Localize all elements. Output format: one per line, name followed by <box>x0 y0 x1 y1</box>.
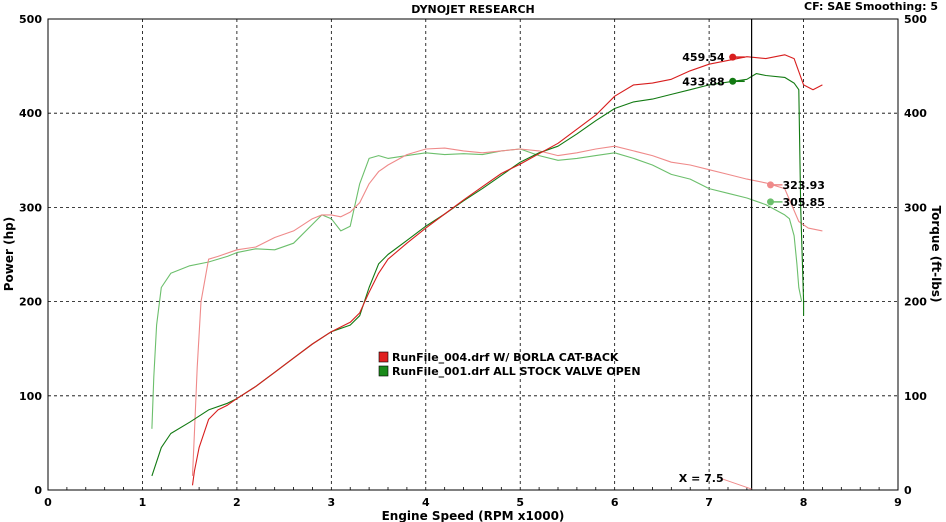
legend-swatch-run004 <box>378 351 389 363</box>
x-axis-label: Engine Speed (RPM x1000) <box>382 509 565 522</box>
series-line-run001_torque <box>151 148 803 429</box>
peak-label-run004_power: 459.54 <box>682 51 725 64</box>
x-tick-label: 5 <box>516 496 524 509</box>
correction-smoothing-label: CF: SAE Smoothing: 5 <box>804 0 938 13</box>
y2-tick-label: 500 <box>904 13 927 26</box>
x-tick-label: 7 <box>705 496 713 509</box>
y-tick-label: 400 <box>19 107 42 120</box>
chart-title: DYNOJET RESEARCH <box>411 3 534 16</box>
y-tick-label: 500 <box>19 13 42 26</box>
peak-markers: 459.54 323.93 433.88 305.85 <box>682 51 825 209</box>
plot-area-border <box>47 18 899 491</box>
peak-marker-run001_power <box>729 77 737 85</box>
peak-label-run004_torque: 323.93 <box>783 179 825 192</box>
peak-marker-run004_torque <box>767 181 774 189</box>
y-axis-ticks: 0 100 200 300 400 500 <box>19 13 42 497</box>
legend: RunFile_004.drf W/ BORLA CAT-BACK RunFil… <box>378 351 641 378</box>
rpm-cursor-reference <box>721 478 752 490</box>
legend-swatch-run001 <box>378 365 389 377</box>
x-tick-label: 3 <box>328 496 336 509</box>
y2-tick-label: 400 <box>904 107 927 120</box>
peak-label-run001_power: 433.88 <box>682 75 724 88</box>
y2-tick-label: 300 <box>904 201 927 214</box>
x-tick-label: 0 <box>44 496 52 509</box>
x-tick-label: 9 <box>894 496 902 509</box>
peak-label-run001_torque: 305.85 <box>783 196 825 209</box>
y-tick-label: 300 <box>19 201 42 214</box>
legend-label-run004: RunFile_004.drf W/ BORLA CAT-BACK <box>392 351 619 364</box>
y2-tick-label: 100 <box>904 390 927 403</box>
x-tick-label: 6 <box>611 496 619 509</box>
peak-marker-run004_power <box>729 53 737 61</box>
grid-lines <box>48 19 898 490</box>
legend-label-run001: RunFile_001.drf ALL STOCK VALVE OPEN <box>392 365 641 378</box>
y-tick-label: 100 <box>19 390 42 403</box>
rpm-cursor-label: X = 7.5 <box>679 472 724 485</box>
y2-tick-label: 200 <box>904 296 927 309</box>
y2-axis-label: Torque (ft-lbs) <box>929 206 943 303</box>
y2-axis-ticks: 0 100 200 300 400 500 <box>904 13 927 497</box>
y-tick-label: 200 <box>19 296 42 309</box>
y-tick-label: 0 <box>34 484 42 497</box>
series-line-run004_torque <box>191 145 823 476</box>
x-tick-label: 1 <box>139 496 147 509</box>
x-tick-label: 2 <box>233 496 241 509</box>
peak-marker-run001_torque <box>767 198 774 206</box>
x-tick-label: 4 <box>422 496 430 509</box>
y2-tick-label: 0 <box>904 484 912 497</box>
x-tick-label: 8 <box>800 496 808 509</box>
y-axis-label: Power (hp) <box>2 217 16 291</box>
